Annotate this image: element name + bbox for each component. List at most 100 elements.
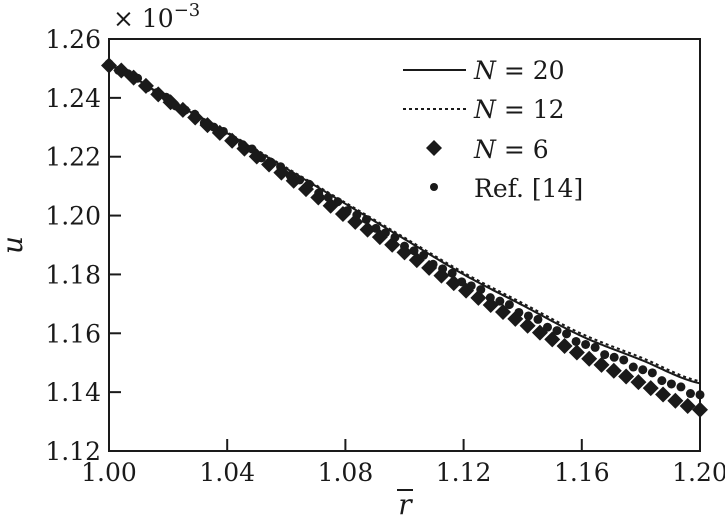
plot-border [108, 38, 701, 452]
diamond-swatch [426, 140, 442, 156]
dot-marker [161, 92, 171, 102]
dot-marker [352, 210, 362, 220]
dot-marker [495, 296, 505, 306]
diamond-marker [642, 380, 659, 397]
svg-text:r: r [398, 488, 413, 521]
legend-label: Ref. [14] [474, 174, 583, 203]
x-tick-label: 1.16 [554, 458, 610, 487]
dot-marker [323, 192, 333, 202]
dot-swatch [430, 183, 438, 191]
legend-label: N = 12 [473, 95, 565, 124]
dot-marker [695, 390, 705, 400]
diamond-marker [618, 368, 635, 385]
dot-marker [190, 109, 200, 119]
x-axis-ticks: 1.00 1.04 1.08 1.12 1.16 1.20 [81, 439, 725, 487]
diamond-marker [544, 331, 561, 348]
dot-marker [247, 144, 257, 154]
series-n-12 [108, 64, 701, 383]
x-tick-label: 1.04 [199, 458, 255, 487]
legend-item: N = 12 [403, 95, 565, 124]
diamond-marker [630, 374, 647, 391]
dot-marker [371, 223, 381, 233]
y-tick-label: 1.14 [45, 378, 101, 407]
diamond-marker [359, 221, 376, 238]
dot-marker [619, 355, 629, 365]
dot-marker [638, 365, 648, 375]
diamond-marker [445, 275, 462, 292]
diamond-marker [605, 362, 622, 379]
dot-marker [685, 389, 695, 399]
dot-marker [209, 122, 219, 132]
dot-marker [552, 326, 562, 336]
dot-marker [171, 101, 181, 111]
svg-text:u: u [0, 236, 29, 254]
dot-marker [562, 329, 572, 339]
dot-marker [266, 157, 276, 167]
dot-marker [123, 69, 133, 79]
legend-item: N = 6 [426, 135, 549, 164]
dot-marker [295, 175, 305, 185]
dot-marker [285, 171, 295, 181]
dot-marker [133, 73, 143, 83]
diamond-marker [519, 317, 536, 334]
dot-marker [514, 307, 524, 317]
plot-frame [108, 38, 701, 452]
diamond-marker [679, 398, 696, 415]
dot-marker [228, 135, 238, 145]
dot-marker [542, 322, 552, 332]
dot-marker [314, 188, 324, 198]
dot-marker [152, 88, 162, 98]
dot-marker [199, 118, 209, 128]
legend-label: N = 20 [473, 56, 565, 85]
diamond-marker [667, 392, 684, 409]
dot-marker [666, 379, 676, 389]
series-ref-14 [104, 59, 705, 400]
y-tick-label: 1.24 [45, 84, 101, 113]
diamond-marker [482, 296, 499, 313]
dot-marker [457, 277, 467, 287]
dot-marker [304, 179, 314, 189]
x-tick-label: 1.00 [81, 458, 137, 487]
dot-marker [466, 281, 476, 291]
legend: N = 20 N = 12 N = 6 Ref. [14] [403, 56, 583, 203]
y-axis-ticks: 1.12 1.14 1.16 1.18 1.20 1.22 1.24 1.26 [45, 25, 121, 466]
diamond-marker [655, 386, 672, 403]
legend-item: N = 20 [403, 56, 565, 85]
dot-marker [428, 259, 438, 269]
dot-marker [380, 228, 390, 238]
diamond-marker [692, 401, 708, 418]
dot-marker [218, 126, 228, 136]
dot-marker [647, 368, 657, 378]
dot-marker [390, 232, 400, 242]
dot-marker [257, 153, 267, 163]
y-tick-label: 1.18 [45, 260, 101, 289]
diamond-marker [408, 252, 425, 269]
dot-marker [571, 336, 581, 346]
dot-marker [628, 362, 638, 372]
dot-marker [657, 376, 667, 386]
dot-marker [333, 197, 343, 207]
y-tick-label: 1.12 [45, 437, 101, 466]
dot-marker [523, 311, 533, 321]
diamond-marker [470, 289, 487, 306]
dot-marker [361, 214, 371, 224]
dot-marker [438, 264, 448, 274]
dot-marker [142, 83, 152, 93]
dot-marker [104, 59, 114, 69]
dot-marker [400, 241, 409, 251]
legend-label: N = 6 [473, 135, 549, 164]
dot-marker [504, 300, 514, 310]
y-axis-label: u [0, 236, 29, 254]
y-multiplier: × 10−3 [113, 0, 200, 33]
y-tick-label: 1.26 [45, 25, 101, 54]
dot-marker [581, 339, 591, 349]
dot-marker [447, 268, 457, 278]
legend-item: Ref. [14] [430, 174, 583, 203]
dot-marker [276, 162, 286, 172]
dot-marker [609, 352, 619, 362]
y-tick-label: 1.22 [45, 143, 101, 172]
dot-marker [342, 206, 352, 216]
diamond-marker [593, 356, 610, 373]
dot-marker [485, 293, 495, 303]
